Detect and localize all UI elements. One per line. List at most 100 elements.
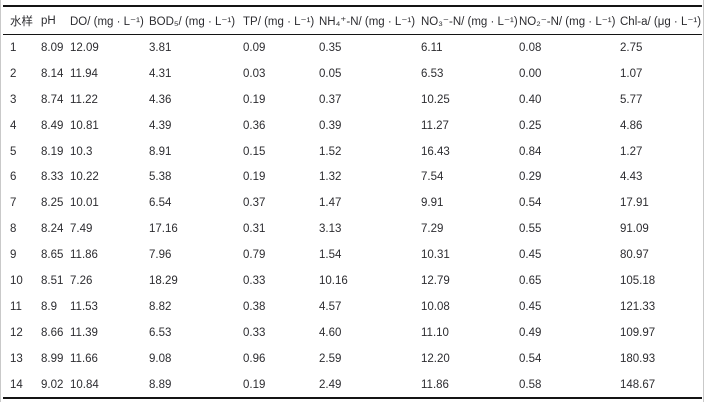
cell-no3-n: 11.10 <box>421 326 449 339</box>
cell-sample: 6 <box>10 171 17 184</box>
cell-sample: 2 <box>10 67 17 80</box>
cell-chl-a: 148.67 <box>620 378 656 391</box>
cell-nh4-n: 2.49 <box>319 378 342 391</box>
cell-do: 10.3 <box>70 145 93 158</box>
cell-do: 11.86 <box>70 249 98 262</box>
cell-sample: 11 <box>10 300 22 313</box>
cell-bod5: 4.31 <box>149 67 172 80</box>
cell-tp: 0.37 <box>243 197 266 210</box>
col-header-nh4-n: NH₄⁺-N/ (mg · L⁻¹) <box>319 6 421 35</box>
cell-chl-a: 121.33 <box>620 300 656 313</box>
cell-bod5: 8.89 <box>149 378 172 391</box>
cell-sample: 12 <box>10 326 23 339</box>
cell-nh4-n: 4.60 <box>319 326 342 339</box>
cell-ph: 8.9 <box>41 300 57 313</box>
cell-no2-n: 0.54 <box>519 197 542 210</box>
cell-do: 7.26 <box>70 274 93 287</box>
cell-bod5: 6.53 <box>149 326 172 339</box>
cell-chl-a: 5.77 <box>620 93 643 106</box>
cell-no3-n: 9.91 <box>421 197 444 210</box>
cell-do: 11.53 <box>70 300 98 313</box>
cell-no2-n: 0.84 <box>519 145 542 158</box>
cell-chl-a: 1.27 <box>620 145 643 158</box>
cell-ph: 8.51 <box>41 274 64 287</box>
cell-ph: 8.66 <box>41 326 64 339</box>
cell-tp: 0.19 <box>243 378 266 391</box>
cell-bod5: 8.82 <box>149 300 172 313</box>
cell-no2-n: 0.54 <box>519 352 542 365</box>
table-row: 12 8.66 11.39 6.53 0.33 4.60 11.10 0.49 109.97 <box>3 320 702 346</box>
cell-ph: 8.33 <box>41 171 64 184</box>
cell-chl-a: 80.97 <box>620 249 649 262</box>
cell-no3-n: 10.08 <box>421 300 450 313</box>
table-row: 8 8.24 7.49 17.16 0.31 3.13 7.29 0.55 91.09 <box>3 216 702 242</box>
table-row: 9 8.65 11.86 7.96 0.79 1.54 10.31 0.45 80.97 <box>3 242 702 268</box>
cell-chl-a: 91.09 <box>620 223 649 236</box>
cell-no2-n: 0.65 <box>519 274 542 287</box>
col-header-tp: TP/ (mg · L⁻¹) <box>243 6 319 35</box>
cell-do: 10.22 <box>70 171 99 184</box>
cell-nh4-n: 1.32 <box>319 171 342 184</box>
cell-nh4-n: 3.13 <box>319 223 342 236</box>
cell-no2-n: 0.40 <box>519 93 542 106</box>
cell-chl-a: 17.91 <box>620 197 649 210</box>
table-row: 14 9.02 10.84 8.89 0.19 2.49 11.86 0.58 148.67 <box>3 372 702 399</box>
col-header-no3-n: NO₃⁻-N/ (mg · L⁻¹) <box>421 6 519 35</box>
cell-bod5: 3.81 <box>149 41 172 54</box>
table-row: 1 8.09 12.09 3.81 0.09 0.35 6.11 0.08 2.75 <box>3 35 702 61</box>
cell-nh4-n: 1.47 <box>319 197 342 210</box>
cell-no3-n: 11.86 <box>421 378 449 391</box>
cell-tp: 0.38 <box>243 300 266 313</box>
cell-chl-a: 4.43 <box>620 171 643 184</box>
col-header-sample: 水样 <box>3 6 41 35</box>
cell-ph: 8.19 <box>41 145 64 158</box>
cell-sample: 7 <box>10 197 17 210</box>
cell-do: 7.49 <box>70 223 93 236</box>
cell-sample: 3 <box>10 93 17 106</box>
cell-sample: 13 <box>10 352 23 365</box>
cell-chl-a: 4.86 <box>620 119 643 132</box>
cell-bod5: 9.08 <box>149 352 172 365</box>
cell-bod5: 6.54 <box>149 197 172 210</box>
cell-ph: 9.02 <box>41 378 64 391</box>
table-row: 11 8.9 11.53 8.82 0.38 4.57 10.08 0.45 121.33 <box>3 294 702 320</box>
cell-bod5: 5.38 <box>149 171 172 184</box>
cell-do: 10.01 <box>70 197 99 210</box>
cell-no3-n: 10.25 <box>421 93 450 106</box>
cell-do: 10.84 <box>70 378 99 391</box>
table-row: 13 8.99 11.66 9.08 0.96 2.59 12.20 0.54 180.93 <box>3 346 702 372</box>
cell-chl-a: 109.97 <box>620 326 656 339</box>
cell-no2-n: 0.25 <box>519 119 542 132</box>
cell-sample: 14 <box>10 378 23 391</box>
cell-no2-n: 0.55 <box>519 223 542 236</box>
cell-no2-n: 0.58 <box>519 378 542 391</box>
cell-no3-n: 7.54 <box>421 171 444 184</box>
cell-tp: 0.79 <box>243 249 266 262</box>
cell-do: 10.81 <box>70 119 99 132</box>
cell-tp: 0.09 <box>243 41 266 54</box>
cell-ph: 8.09 <box>41 41 64 54</box>
cell-tp: 0.33 <box>243 274 266 287</box>
cell-no3-n: 12.79 <box>421 274 450 287</box>
cell-no2-n: 0.00 <box>519 67 542 80</box>
cell-no2-n: 0.08 <box>519 41 542 54</box>
col-header-bod5: BOD₅/ (mg · L⁻¹) <box>149 6 243 35</box>
cell-sample: 1 <box>10 41 17 54</box>
cell-do: 11.94 <box>70 67 98 80</box>
cell-nh4-n: 2.59 <box>319 352 342 365</box>
cell-do: 11.39 <box>70 326 98 339</box>
cell-bod5: 4.36 <box>149 93 172 106</box>
cell-bod5: 8.91 <box>149 145 172 158</box>
cell-no3-n: 11.27 <box>421 119 449 132</box>
cell-tp: 0.19 <box>243 171 266 184</box>
cell-ph: 8.24 <box>41 223 64 236</box>
table-row: 4 8.49 10.81 4.39 0.36 0.39 11.27 0.25 4.86 <box>3 113 702 139</box>
cell-no3-n: 10.31 <box>421 249 450 262</box>
water-quality-table: 水样 pH DO/ (mg · L⁻¹) BOD₅/ (mg · L⁻¹) TP… <box>3 5 702 400</box>
cell-chl-a: 2.75 <box>620 41 643 54</box>
cell-no3-n: 6.53 <box>421 67 444 80</box>
table-row: 5 8.19 10.3 8.91 0.15 1.52 16.43 0.84 1.27 <box>3 139 702 165</box>
cell-nh4-n: 10.16 <box>319 274 348 287</box>
cell-ph: 8.14 <box>41 67 64 80</box>
col-header-no2-n: NO₂⁻-N/ (mg · L⁻¹) <box>519 6 620 35</box>
